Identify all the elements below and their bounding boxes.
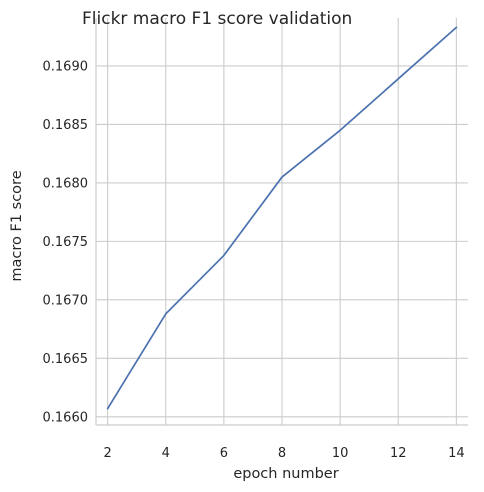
x-tick-label: 6 bbox=[220, 446, 228, 461]
y-axis-label: macro F1 score bbox=[9, 170, 25, 281]
x-tick-label: 12 bbox=[390, 446, 407, 461]
y-tick-label: 0.1670 bbox=[43, 293, 89, 308]
x-tick-label: 10 bbox=[332, 446, 349, 461]
tick-labels: 2 4 6 8 10 12 14 0.1660 0.1665 0.1670 0.1675 0.1680… bbox=[43, 59, 465, 461]
axes-spines bbox=[95, 18, 468, 426]
y-tick-label: 0.1665 bbox=[43, 352, 89, 367]
y-tick-label: 0.1690 bbox=[43, 59, 89, 74]
grid-layer bbox=[96, 18, 468, 425]
x-axis-label: epoch number bbox=[233, 466, 338, 482]
y-tick-label: 0.1675 bbox=[43, 235, 89, 250]
series-line bbox=[106, 26, 458, 410]
x-tick-label: 8 bbox=[278, 446, 286, 461]
y-tick-label: 0.1685 bbox=[43, 118, 89, 133]
x-tick-label: 2 bbox=[103, 446, 111, 461]
x-tick-label: 14 bbox=[448, 446, 465, 461]
chart-title: Flickr macro F1 score validation bbox=[82, 9, 352, 29]
y-tick-label: 0.1680 bbox=[43, 176, 89, 191]
y-tick-label: 0.1660 bbox=[43, 410, 89, 425]
x-tick-label: 4 bbox=[162, 446, 170, 461]
series-layer bbox=[106, 26, 458, 410]
